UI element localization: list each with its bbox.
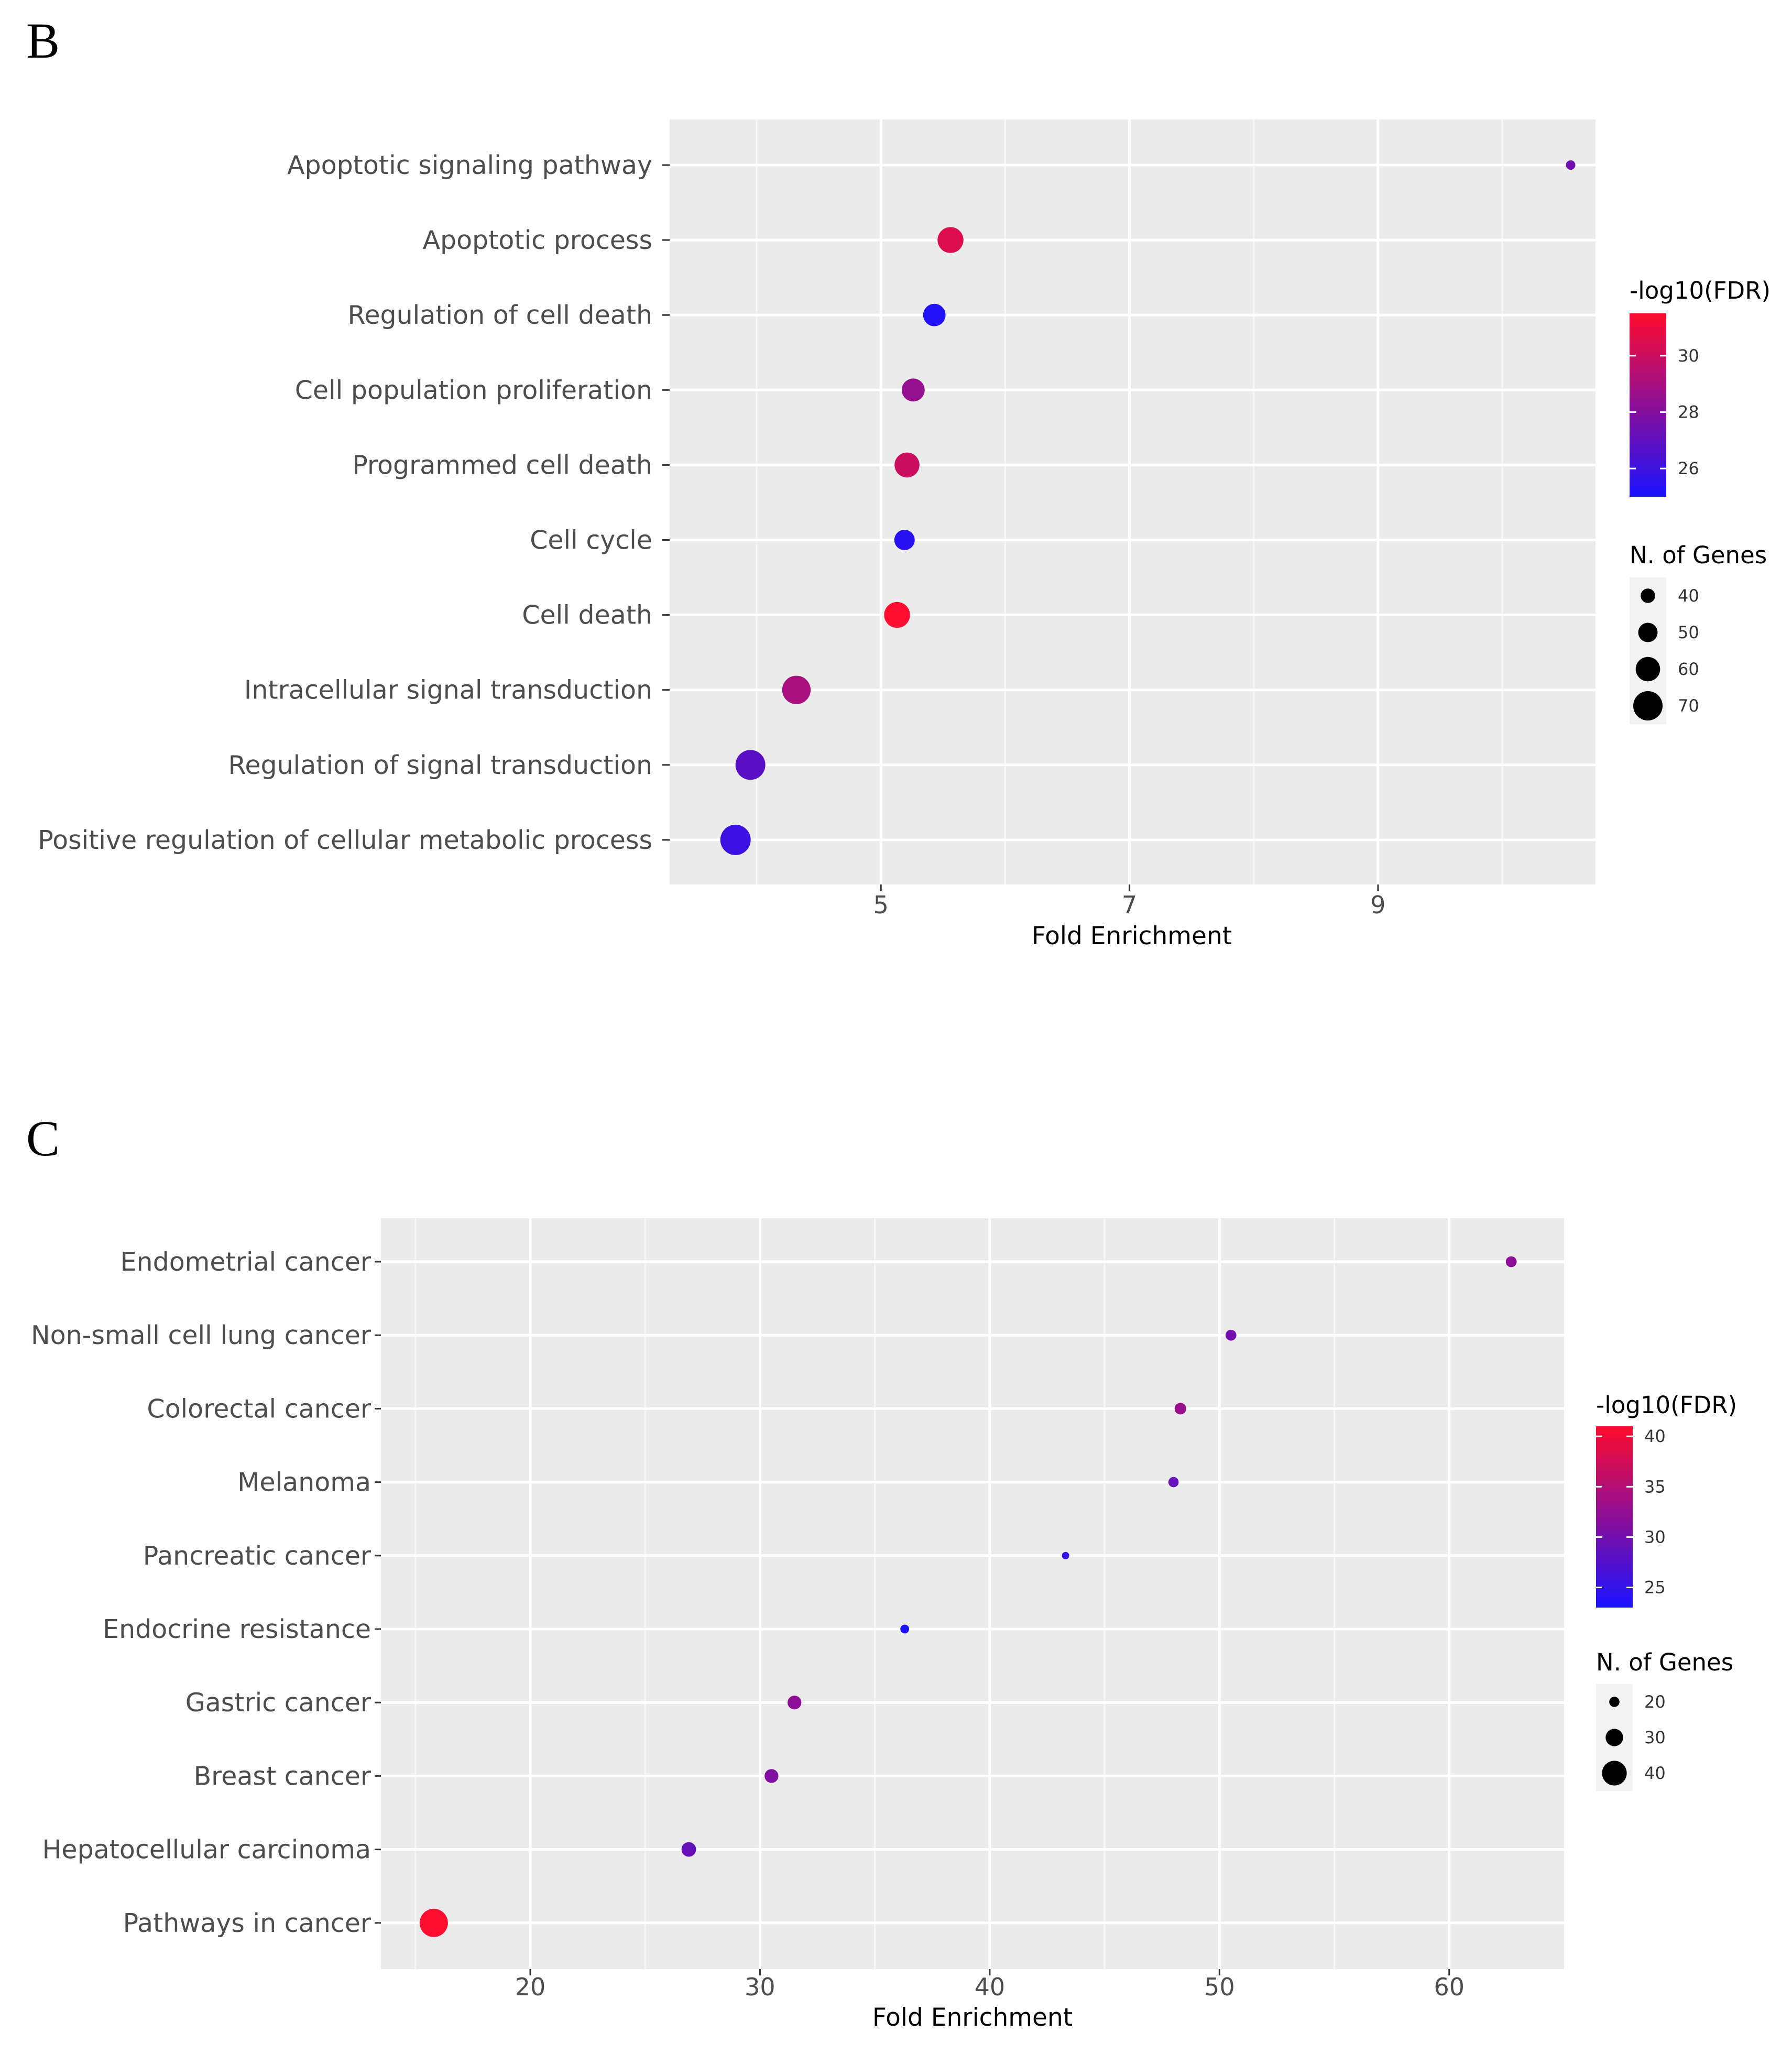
size-legend-label-c-1: 30 (1644, 1728, 1666, 1747)
category-label-c-5: Endocrine resistance (103, 1614, 371, 1644)
chart-panel-b: 5 7 9 Apoptotic signaling pathway Apoptotic … (38, 119, 1771, 950)
size-legend-title-c: N. of Genes (1596, 1648, 1733, 1676)
color-legend-bar-c (1596, 1426, 1633, 1608)
data-point-b-0 (1566, 160, 1576, 170)
category-label-b-6: Cell death (522, 600, 652, 630)
data-point-b-6 (884, 602, 910, 628)
data-point-c-6 (788, 1696, 802, 1710)
x-tick-label-b-0: 5 (873, 891, 889, 919)
data-point-b-7 (782, 675, 811, 704)
size-legend-label-b-3: 70 (1678, 696, 1699, 716)
category-label-b-4: Programmed cell death (352, 450, 652, 480)
data-point-b-2 (923, 303, 946, 326)
data-point-c-0 (1505, 1256, 1517, 1268)
category-label-c-8: Hepatocellular carcinoma (42, 1835, 371, 1865)
data-point-b-8 (735, 750, 766, 780)
x-tick-label-c-0: 20 (515, 1973, 546, 2001)
chart-panel-c: 20 30 40 50 60 Endometrial cancer Non-small ce… (31, 1218, 1737, 2032)
panel-label-c: C (26, 1110, 60, 1166)
x-tick-label-c-3: 50 (1204, 1973, 1235, 2001)
size-legend-label-c-0: 20 (1644, 1692, 1666, 1712)
color-legend-tick-c-1: 30 (1644, 1527, 1666, 1547)
data-point-c-4 (1062, 1552, 1069, 1559)
category-label-b-2: Regulation of cell death (348, 300, 652, 330)
category-label-c-2: Colorectal cancer (147, 1394, 371, 1424)
x-tick-label-c-4: 60 (1434, 1973, 1465, 2001)
category-label-b-0: Apoptotic signaling pathway (287, 150, 652, 180)
category-label-c-6: Gastric cancer (185, 1688, 371, 1718)
x-tick-label-b-2: 9 (1370, 891, 1385, 919)
category-label-b-9: Positive regulation of cellular metaboli… (38, 825, 652, 855)
color-legend-tick-b-0: 26 (1678, 458, 1699, 478)
color-legend-tick-c-3: 40 (1644, 1426, 1666, 1446)
color-legend-tick-c-2: 35 (1644, 1477, 1666, 1496)
data-point-b-1 (937, 227, 964, 253)
category-label-b-7: Intracellular signal transduction (244, 675, 652, 705)
size-legend-dot-c-1 (1605, 1729, 1623, 1746)
size-legend-label-b-0: 40 (1678, 586, 1699, 606)
data-point-b-3 (901, 378, 925, 402)
category-label-b-1: Apoptotic process (422, 225, 652, 255)
category-label-c-3: Melanoma (237, 1468, 371, 1498)
panel-label-b: B (26, 13, 60, 69)
x-tick-label-c-2: 40 (975, 1973, 1006, 2001)
data-point-b-5 (894, 530, 915, 550)
category-label-c-9: Pathways in cancer (123, 1908, 371, 1938)
size-legend-dot-b-3 (1633, 691, 1663, 720)
x-tick-label-b-1: 7 (1122, 891, 1137, 919)
data-point-c-8 (681, 1842, 696, 1857)
color-legend-tick-b-1: 28 (1678, 402, 1699, 422)
category-label-c-1: Non-small cell lung cancer (31, 1320, 371, 1350)
x-axis-title-b: Fold Enrichment (1032, 922, 1232, 950)
data-point-b-4 (894, 452, 920, 478)
size-legend-dot-c-2 (1602, 1761, 1627, 1786)
plot-panel-c (381, 1218, 1564, 1969)
data-point-c-3 (1168, 1477, 1179, 1488)
size-legend-dot-b-1 (1638, 622, 1658, 642)
category-label-c-0: Endometrial cancer (121, 1247, 371, 1277)
category-label-b-8: Regulation of signal transduction (228, 750, 652, 780)
size-legend-dot-c-0 (1609, 1697, 1620, 1707)
data-point-c-5 (900, 1624, 910, 1634)
color-legend-tick-b-2: 30 (1678, 346, 1699, 366)
color-legend-tick-c-0: 25 (1644, 1578, 1666, 1598)
data-point-c-1 (1225, 1329, 1237, 1341)
category-label-c-4: Pancreatic cancer (143, 1541, 371, 1571)
category-label-b-3: Cell population proliferation (295, 375, 652, 405)
color-legend-title-c: -log10(FDR) (1596, 1391, 1737, 1419)
size-legend-dot-b-0 (1641, 588, 1655, 603)
data-point-c-7 (764, 1769, 779, 1783)
plot-panel-b (670, 119, 1596, 884)
x-tick-label-c-1: 30 (745, 1973, 775, 2001)
x-axis-title-c: Fold Enrichment (872, 2003, 1073, 2032)
data-point-c-2 (1174, 1403, 1186, 1415)
category-label-b-5: Cell cycle (530, 526, 652, 555)
color-legend-bar-b (1630, 313, 1666, 497)
category-label-c-7: Breast cancer (194, 1761, 371, 1791)
data-point-c-9 (419, 1908, 448, 1937)
size-legend-title-b: N. of Genes (1630, 541, 1767, 569)
size-legend-label-b-1: 50 (1678, 622, 1699, 642)
size-legend-label-b-2: 60 (1678, 659, 1699, 679)
color-legend-title-b: -log10(FDR) (1630, 277, 1771, 304)
data-point-b-9 (720, 824, 751, 855)
size-legend-label-c-2: 40 (1644, 1763, 1666, 1783)
size-legend-dot-b-2 (1635, 657, 1660, 682)
